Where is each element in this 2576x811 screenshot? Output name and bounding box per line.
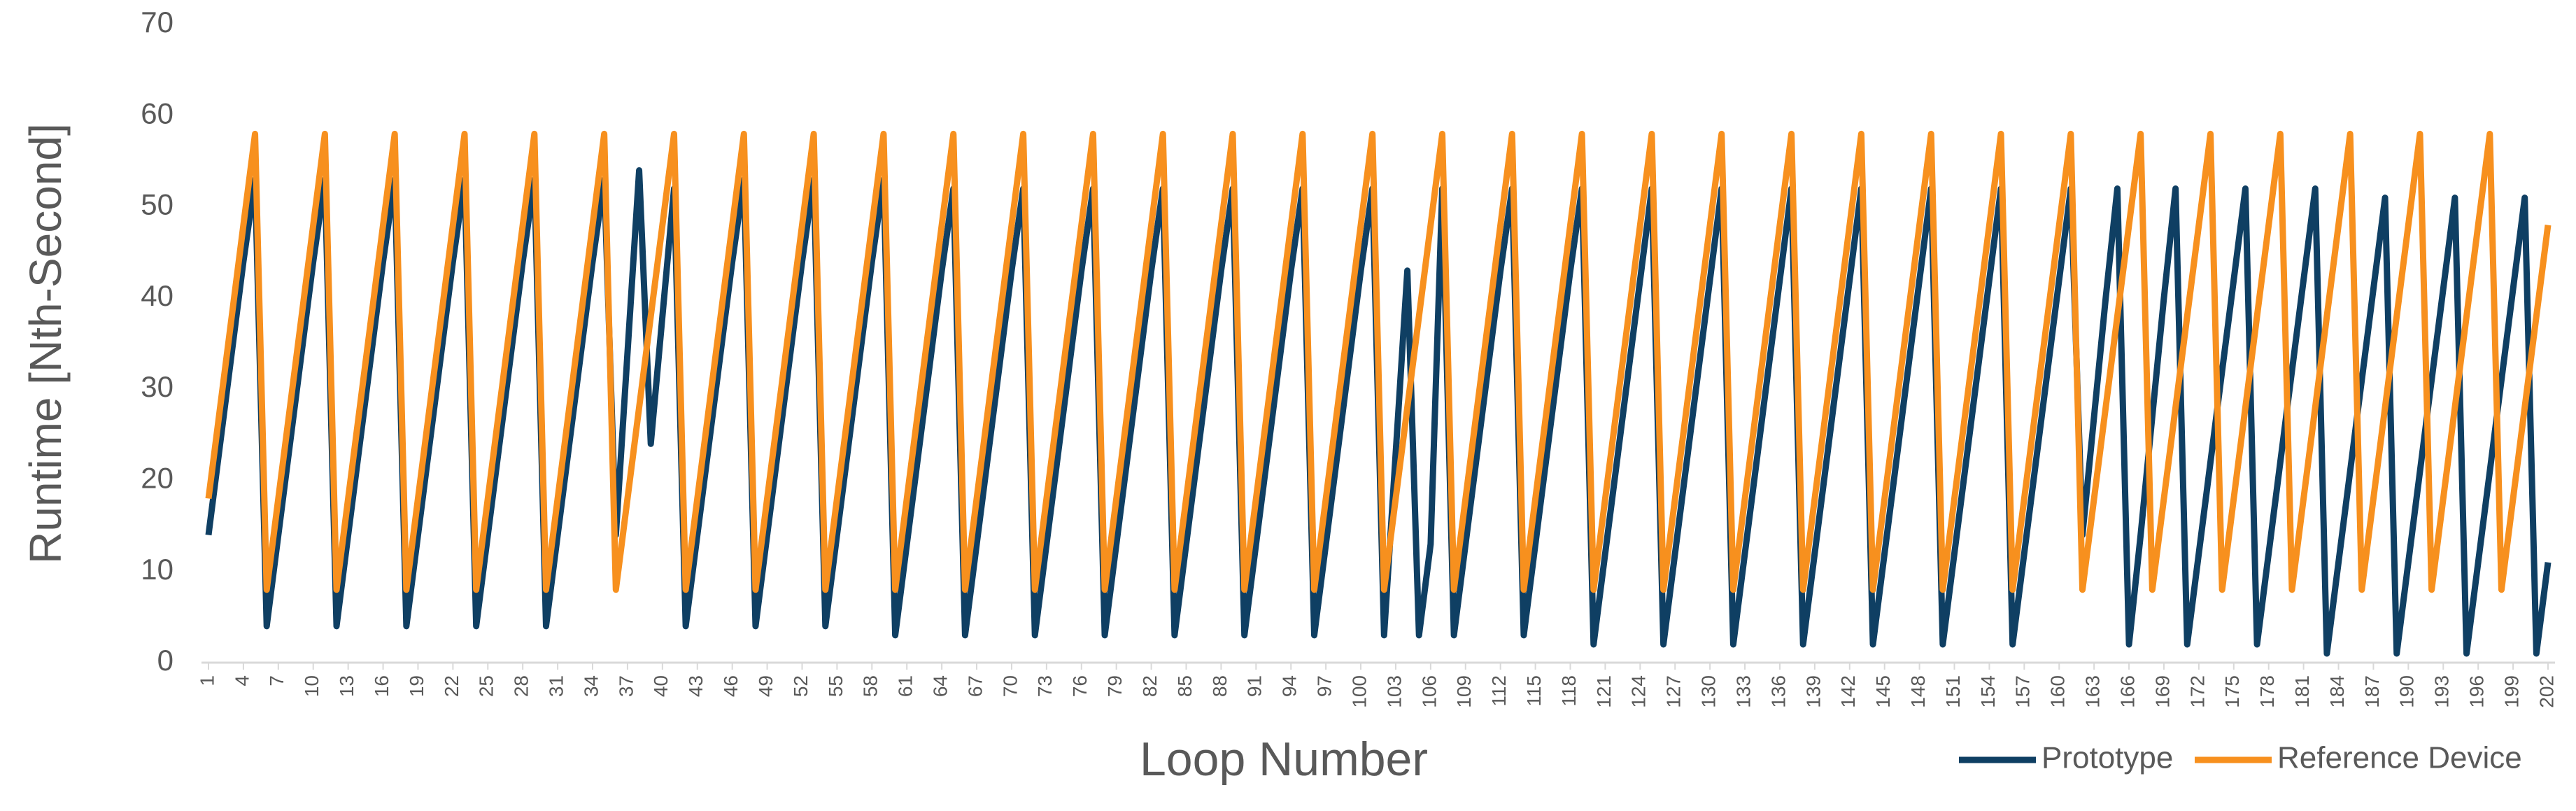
x-tick-label: 13 [336,675,358,697]
x-tick-label: 49 [755,675,777,697]
x-tick-label: 169 [2151,675,2173,708]
x-tick-label: 154 [1977,675,1999,708]
x-tick-label: 115 [1523,675,1545,707]
x-tick-label: 121 [1593,675,1615,708]
x-tick-label: 196 [2466,675,2488,708]
x-tick-label: 112 [1488,675,1510,707]
y-tick-label: 70 [141,6,174,38]
x-tick-label: 67 [964,675,986,697]
x-tick-label: 19 [406,675,427,697]
x-tick-label: 25 [476,675,497,697]
x-tick-label: 58 [860,675,882,697]
x-tick-label: 16 [371,675,392,697]
x-tick-label: 187 [2361,675,2383,708]
x-tick-label: 91 [1244,675,1266,697]
x-tick-label: 7 [266,675,288,686]
x-tick-label: 109 [1453,675,1475,708]
x-tick-label: 82 [1139,675,1161,697]
x-tick-label: 10 [301,675,323,697]
x-tick-label: 142 [1837,675,1859,708]
x-tick-label: 193 [2431,675,2453,708]
legend-label: Reference Device [2277,741,2522,775]
x-tick-label: 124 [1628,675,1650,708]
x-tick-label: 73 [1034,675,1056,697]
x-tick-label: 151 [1942,675,1964,708]
legend-label: Prototype [2041,741,2173,775]
y-tick-label: 10 [141,553,174,586]
x-tick-label: 55 [825,675,847,697]
x-tick-label: 61 [895,675,917,697]
x-tick-label: 85 [1174,675,1196,697]
y-tick-label: 30 [141,370,174,403]
x-tick-label: 70 [999,675,1021,697]
x-tick-label: 181 [2291,675,2313,708]
x-tick-label: 79 [1104,675,1126,697]
x-tick-label: 163 [2082,675,2104,708]
x-tick-label: 64 [930,675,951,697]
x-tick-label: 160 [2047,675,2069,708]
x-tick-label: 31 [545,675,567,697]
y-tick-label: 50 [141,188,174,221]
y-tick-label: 40 [141,279,174,312]
x-tick-label: 100 [1348,675,1370,708]
x-tick-label: 133 [1732,675,1754,708]
x-tick-label: 94 [1279,675,1301,697]
x-tick-label: 37 [615,675,637,697]
x-tick-label: 28 [511,675,532,697]
x-tick-label: 34 [580,675,602,697]
x-tick-label: 130 [1698,675,1720,708]
x-tick-label: 145 [1872,675,1894,708]
x-tick-label: 172 [2186,675,2208,708]
x-tick-label: 76 [1069,675,1091,697]
x-tick-label: 22 [441,675,462,697]
y-tick-label: 20 [141,462,174,495]
x-tick-label: 178 [2256,675,2278,708]
y-axis-label: Runtime [Nth-Second] [20,123,71,564]
x-tick-label: 118 [1558,675,1580,707]
x-tick-label: 157 [2012,675,2034,708]
x-tick-label: 202 [2535,675,2557,708]
x-tick-label: 127 [1663,675,1685,708]
x-tick-label: 52 [790,675,812,697]
x-tick-label: 199 [2500,675,2522,708]
x-tick-label: 4 [231,675,253,686]
x-tick-label: 1 [196,675,218,686]
x-tick-label: 175 [2221,675,2243,708]
x-tick-label: 148 [1907,675,1929,708]
x-tick-label: 88 [1209,675,1231,697]
x-tick-label: 136 [1767,675,1789,708]
y-tick-label: 0 [157,644,174,677]
x-tick-label: 190 [2396,675,2418,708]
x-tick-label: 97 [1314,675,1336,697]
x-tick-label: 103 [1383,675,1405,708]
x-tick-label: 106 [1418,675,1440,708]
x-tick-label: 40 [650,675,672,697]
y-tick-label: 60 [141,97,174,129]
x-tick-label: 139 [1802,675,1824,708]
x-tick-label: 166 [2116,675,2138,708]
x-tick-label: 184 [2326,675,2348,708]
x-tick-label: 46 [720,675,742,697]
data-line [205,130,2552,593]
x-tick-label: 43 [685,675,707,697]
x-axis-label: Loop Number [1140,733,1428,786]
